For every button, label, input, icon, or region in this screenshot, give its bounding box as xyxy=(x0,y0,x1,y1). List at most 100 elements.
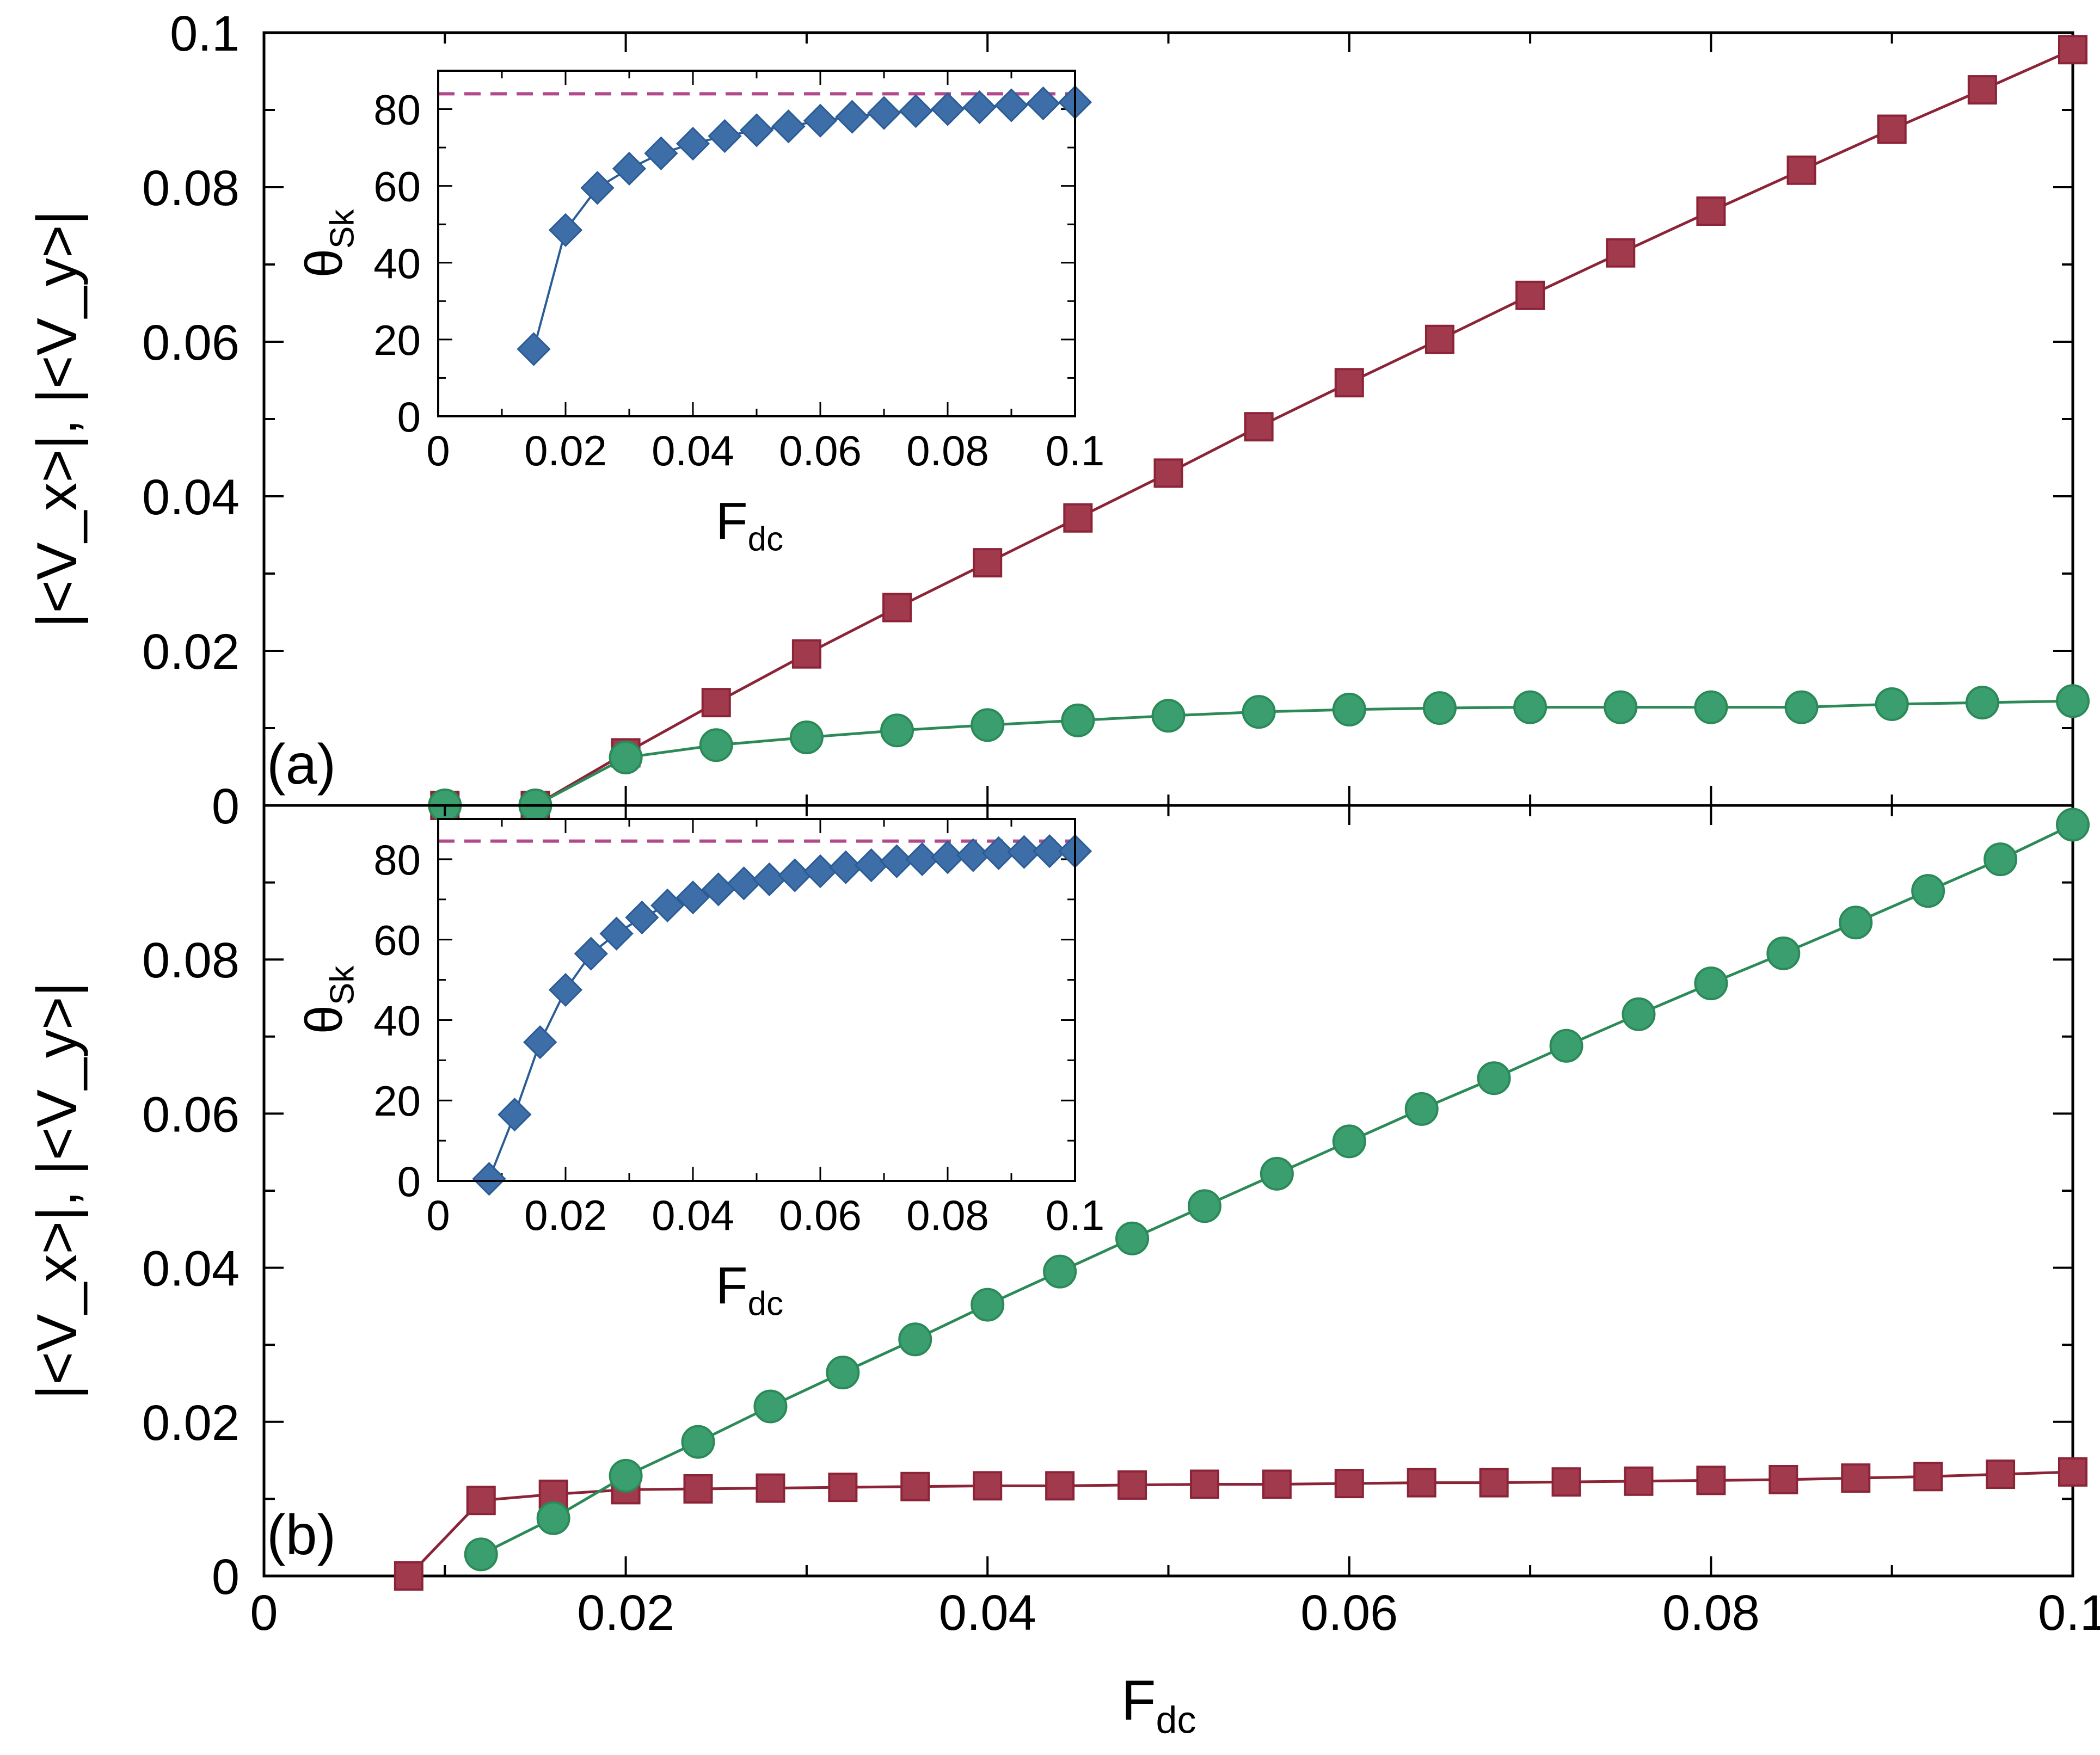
data-point-square xyxy=(900,1471,930,1501)
inset-x-tick-label: 0.1 xyxy=(1046,427,1104,475)
data-point-circle xyxy=(1839,906,1873,940)
inset-y-tick-label: 40 xyxy=(373,239,421,287)
x-tick-label: 0.02 xyxy=(577,1585,674,1641)
data-point-circle xyxy=(2056,808,2090,842)
panel-b: 0 0.02 0.04 0.06 0.08 0 0.02 0.04 0.06 0.08 0.1 Fdc… xyxy=(26,804,2100,1741)
inset-data-point-diamond xyxy=(739,113,774,147)
data-point-square xyxy=(1696,196,1726,226)
inset-x-tick-label: 0.04 xyxy=(652,1191,734,1239)
inset-data-point-diamond xyxy=(981,836,1016,870)
inset-y-tick-label: 60 xyxy=(373,163,421,211)
inset-y-tick-label: 0 xyxy=(397,1157,421,1205)
data-point-square xyxy=(1606,238,1636,268)
data-point-circle xyxy=(1513,690,1548,724)
data-point-square xyxy=(1696,1465,1726,1495)
data-point-circle xyxy=(536,1501,570,1535)
x-tick-label: 0 xyxy=(250,1585,278,1641)
inset-data-point-diamond xyxy=(548,972,583,1007)
data-point-circle xyxy=(1911,874,1945,908)
data-point-square xyxy=(973,548,1003,578)
data-point-square xyxy=(394,1561,423,1591)
y-tick-label: 0.04 xyxy=(142,470,240,525)
inset-y-tick-label: 80 xyxy=(373,86,421,134)
inset-data-point-diamond xyxy=(580,171,615,205)
data-point-square xyxy=(1551,1467,1581,1497)
y-axis-title: |<V_x>|, |<V_y>| xyxy=(26,210,89,627)
y-tick-label: 0.1 xyxy=(170,6,240,61)
data-point-square xyxy=(791,639,821,669)
inset-data-point-diamond xyxy=(880,844,914,878)
data-point-circle xyxy=(1604,690,1638,724)
inset-data-point-diamond xyxy=(517,332,551,366)
data-point-circle xyxy=(1549,1029,1583,1063)
inset-data-point-diamond xyxy=(708,119,742,153)
data-point-circle xyxy=(1694,690,1728,724)
series-line xyxy=(408,1470,2073,1577)
inset-x-tick-label: 0.02 xyxy=(524,427,607,475)
inset-x-tick-label: 0.06 xyxy=(779,1191,862,1239)
inset-data-point-diamond xyxy=(962,90,997,125)
inset-data-point-diamond xyxy=(867,96,901,130)
x-tick-label: 0.1 xyxy=(2038,1585,2100,1641)
panel-label: (a) xyxy=(267,733,336,796)
data-point-circle xyxy=(753,1389,788,1424)
chart-layer: 0 0.02 0.04 0.06 0.08 0.1 |<V_x>|, |<V_y>| (a) 0… xyxy=(26,6,2100,1741)
inset-x-tick-label: 0.1 xyxy=(1046,1191,1104,1239)
data-point-square xyxy=(2058,35,2087,65)
inset-data-point-diamond xyxy=(771,109,806,144)
inset-data-point-diamond xyxy=(899,94,933,128)
inset-x-axis-title: Fdc xyxy=(716,1257,783,1323)
data-point-circle xyxy=(1984,842,2018,877)
data-point-square xyxy=(1153,458,1183,488)
inset-y-axis-title: θSk xyxy=(295,209,361,278)
data-point-square xyxy=(1967,75,1997,105)
panel-a: 0 0.02 0.04 0.06 0.08 0.1 |<V_x>|, |<V_y>| (a) 0… xyxy=(26,6,2090,834)
data-point-square xyxy=(701,688,731,718)
data-point-circle xyxy=(2056,684,2090,718)
data-point-circle xyxy=(1043,1254,1077,1289)
inset-x-tick-label: 0.06 xyxy=(779,427,862,475)
data-point-square xyxy=(1786,155,1816,185)
inset-y-tick-label: 80 xyxy=(373,836,421,884)
inset-data-point-diamond xyxy=(612,151,647,186)
inset-x-tick-label: 0.08 xyxy=(906,1191,989,1239)
inset-y-tick-label: 40 xyxy=(373,996,421,1044)
inset-data-point-diamond xyxy=(1007,835,1041,869)
inset-y-tick-label: 0 xyxy=(397,393,421,441)
inset-data-point-diamond xyxy=(625,900,659,935)
data-point-square xyxy=(1334,1469,1364,1499)
inset-frame xyxy=(437,70,1076,417)
panel-label: (b) xyxy=(267,1504,336,1567)
inset-x-tick-label: 0.08 xyxy=(906,427,989,475)
inset-data-point-diamond xyxy=(930,840,965,875)
data-point-circle xyxy=(1115,1221,1150,1255)
data-point-square xyxy=(1262,1469,1292,1499)
inset-data-point-diamond xyxy=(523,1025,557,1060)
inset-data-point-diamond xyxy=(676,880,710,915)
data-point-square xyxy=(466,1486,496,1516)
data-point-circle xyxy=(1477,1061,1511,1095)
data-point-square xyxy=(1877,114,1907,144)
y-tick-label: 0.02 xyxy=(142,624,240,680)
data-point-circle xyxy=(880,713,914,748)
inset-data-point-diamond xyxy=(644,136,678,170)
x-tick-label: 0.04 xyxy=(939,1585,1036,1641)
data-point-circle xyxy=(1061,703,1095,737)
data-point-circle xyxy=(826,1356,860,1390)
data-point-square xyxy=(1424,324,1454,354)
y-tick-label: 0 xyxy=(212,1549,240,1605)
inset-data-point-diamond xyxy=(472,1162,506,1196)
data-point-circle xyxy=(1784,690,1819,724)
data-point-circle xyxy=(1694,966,1728,1001)
inset-data-point-diamond xyxy=(574,937,608,971)
y-tick-label: 0.02 xyxy=(142,1395,240,1451)
inset-y-tick-label: 60 xyxy=(373,916,421,964)
data-point-circle xyxy=(1422,691,1457,725)
inset: 0 20 40 60 80 0 0.02 0.04 0.06 0.08 0.1 Fdc θSk xyxy=(295,70,1104,558)
inset-data-point-diamond xyxy=(599,916,634,951)
inset-y-axis-title: θSk xyxy=(295,965,361,1034)
data-point-circle xyxy=(1766,936,1801,970)
data-point-square xyxy=(1841,1463,1871,1493)
data-point-circle xyxy=(1332,692,1366,726)
